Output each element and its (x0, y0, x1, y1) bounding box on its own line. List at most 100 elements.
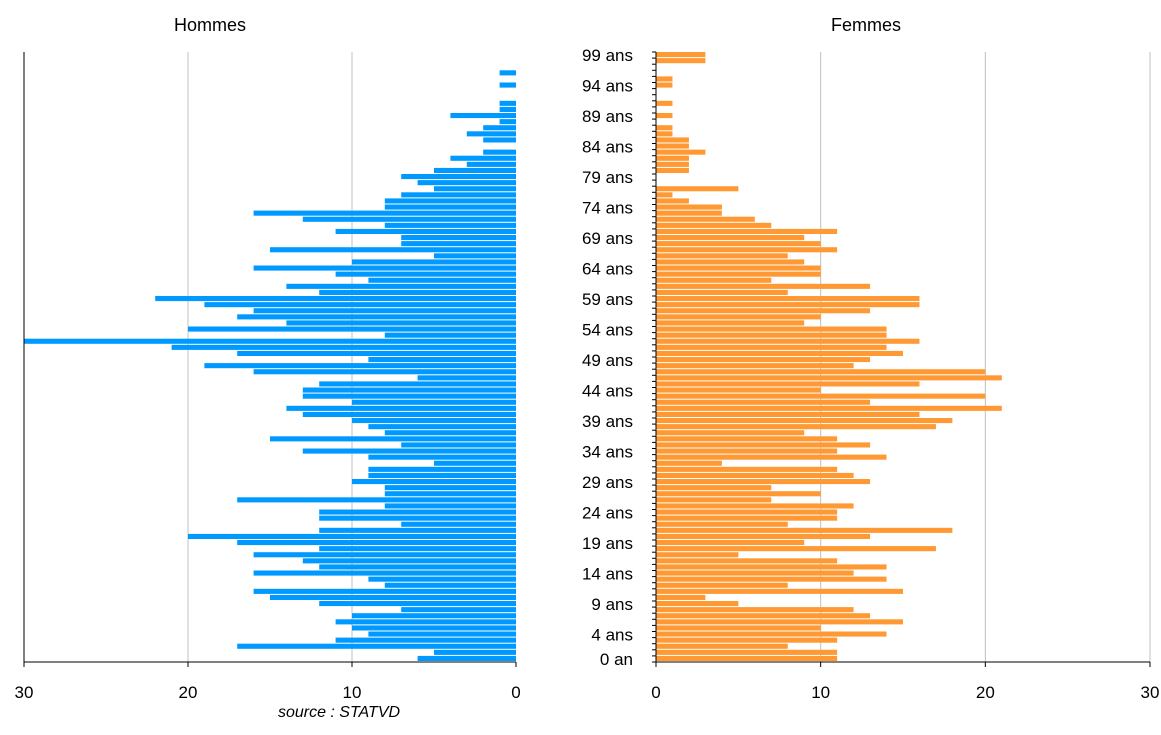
femmes-title: Femmes (831, 15, 901, 35)
hommes-bar-age-47 (253, 369, 516, 375)
hommes-bar-age-16 (302, 558, 516, 564)
hommes-bar-age-3 (335, 637, 516, 643)
hommes-bar-age-79 (401, 174, 516, 180)
femmes-bar-age-28 (656, 485, 772, 491)
hommes-bar-age-59 (155, 296, 516, 302)
femmes-bar-age-26 (656, 497, 772, 503)
hommes-bar-age-72 (302, 216, 516, 222)
femmes-y-tick-label: 19 ans (582, 534, 633, 553)
femmes-bar-age-42 (656, 399, 871, 405)
hommes-bar-age-1 (434, 649, 516, 655)
femmes-bar-age-81 (656, 161, 689, 167)
hommes-bar-age-36 (270, 436, 516, 442)
hommes-bar-age-45 (319, 381, 516, 387)
hommes-bar-age-78 (417, 180, 516, 186)
hommes-bar-age-77 (434, 186, 516, 192)
femmes-y-tick-label: 89 ans (582, 107, 633, 126)
femmes-bar-age-60 (656, 289, 788, 295)
femmes-bar-age-89 (656, 113, 673, 119)
femmes-bar-age-86 (656, 131, 673, 137)
femmes-bar-age-46 (656, 375, 1002, 381)
femmes-x-tick-label: 20 (976, 683, 995, 702)
hommes-bar-age-87 (483, 125, 516, 131)
hommes-bar-age-27 (384, 491, 516, 497)
femmes-bar-age-11 (656, 588, 903, 594)
femmes-bar-age-12 (656, 582, 788, 588)
hommes-bar-age-14 (253, 570, 516, 576)
femmes-bar-age-67 (656, 247, 838, 253)
hommes-bar-age-26 (237, 497, 516, 503)
femmes-bar-age-77 (656, 186, 739, 192)
femmes-bar-age-27 (656, 491, 821, 497)
femmes-bar-age-91 (656, 100, 673, 106)
femmes-bar-age-25 (656, 503, 854, 509)
femmes-y-tick-label: 69 ans (582, 229, 633, 248)
femmes-panel: 0 an 4 ans 9 ans 14 ans 19 ans 24 ans 29 ans 34… (582, 46, 1160, 702)
femmes-y-tick-label: 24 ans (582, 504, 633, 523)
femmes-bar-age-4 (656, 631, 887, 637)
hommes-bar-age-55 (286, 320, 516, 326)
hommes-bar-age-15 (319, 564, 516, 570)
hommes-bar-age-12 (384, 582, 516, 588)
femmes-bar-age-39 (656, 418, 953, 424)
femmes-bar-age-52 (656, 338, 920, 344)
hommes-bar-age-70 (335, 228, 516, 234)
femmes-bar-age-71 (656, 222, 772, 228)
source-note: source : STATVD (278, 704, 401, 721)
hommes-bar-age-62 (368, 277, 516, 283)
femmes-y-tick-label: 99 ans (582, 46, 633, 65)
hommes-bar-age-90 (499, 106, 516, 112)
hommes-bar-age-85 (483, 137, 516, 143)
hommes-bar-age-54 (188, 326, 516, 332)
hommes-bar-age-82 (450, 155, 516, 161)
hommes-bar-age-71 (384, 222, 516, 228)
hommes-bar-age-50 (237, 350, 516, 356)
femmes-bar-age-35 (656, 442, 871, 448)
femmes-bar-age-63 (656, 271, 821, 277)
hommes-bar-age-32 (434, 460, 516, 466)
hommes-bar-age-6 (335, 619, 516, 625)
hommes-bar-age-63 (335, 271, 516, 277)
hommes-bar-age-68 (401, 241, 516, 247)
hommes-x-tick-label: 10 (343, 683, 362, 702)
hommes-bar-age-20 (188, 533, 516, 539)
hommes-bar-age-96 (499, 70, 516, 76)
femmes-bar-age-15 (656, 564, 887, 570)
femmes-bar-age-76 (656, 192, 673, 198)
hommes-bar-age-67 (270, 247, 516, 253)
hommes-bar-age-61 (286, 283, 516, 289)
femmes-bar-age-8 (656, 607, 854, 613)
femmes-y-tick-label: 39 ans (582, 412, 633, 431)
hommes-bar-age-73 (253, 210, 516, 216)
hommes-bar-age-46 (417, 375, 516, 381)
femmes-bar-age-43 (656, 393, 986, 399)
hommes-bar-age-33 (368, 454, 516, 460)
femmes-bar-age-32 (656, 460, 722, 466)
femmes-bar-age-14 (656, 570, 854, 576)
hommes-bar-age-22 (401, 521, 516, 527)
femmes-bar-age-50 (656, 350, 903, 356)
hommes-bar-age-51 (171, 344, 516, 350)
hommes-bar-age-76 (401, 192, 516, 198)
hommes-bar-age-41 (286, 405, 516, 411)
femmes-y-tick-label: 29 ans (582, 473, 633, 492)
hommes-bar-age-83 (483, 149, 516, 155)
femmes-bar-age-20 (656, 533, 871, 539)
femmes-bar-age-0 (656, 655, 838, 661)
hommes-bar-age-30 (368, 472, 516, 478)
femmes-bar-age-48 (656, 363, 854, 369)
hommes-bar-age-66 (434, 253, 516, 259)
femmes-bar-age-22 (656, 521, 788, 527)
femmes-bar-age-41 (656, 405, 1002, 411)
hommes-bar-age-58 (204, 302, 516, 308)
hommes-bar-age-43 (302, 393, 516, 399)
hommes-bar-age-65 (352, 259, 516, 265)
femmes-bar-age-5 (656, 625, 821, 631)
femmes-bar-age-54 (656, 326, 887, 332)
hommes-bar-age-53 (384, 332, 516, 338)
hommes-bar-age-11 (253, 588, 516, 594)
femmes-bar-age-1 (656, 649, 838, 655)
hommes-bar-age-21 (319, 527, 516, 533)
femmes-y-tick-label: 64 ans (582, 260, 633, 279)
